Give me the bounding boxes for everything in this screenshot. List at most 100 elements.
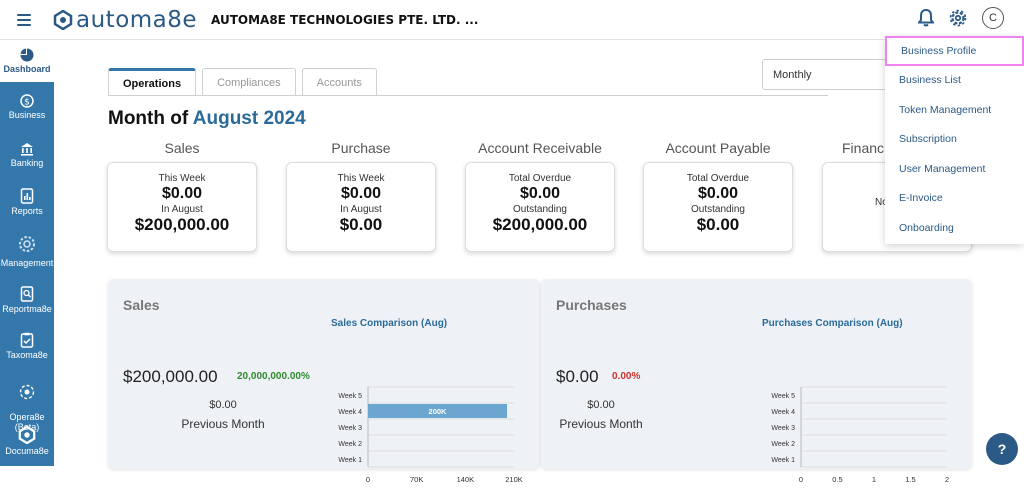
month-title-prefix: Month of [108, 108, 193, 129]
x-tick-label: 1.5 [905, 475, 915, 484]
kpi-card[interactable]: Total Overdue $0.00 Outstanding $0.00 [643, 162, 793, 252]
sidebar-item-documa8e[interactable]: Documa8e [0, 426, 54, 456]
kpi-value: $0.00 [697, 185, 739, 202]
sidebar-item-label: Reports [11, 206, 43, 216]
purchases-panel: Purchases $0.00 0.00% $0.00 Previous Mon… [541, 279, 972, 484]
sidebar-item-reports[interactable]: Reports [0, 188, 54, 216]
purchases-prev-label: Previous Month [559, 417, 643, 431]
x-tick-label: 0 [799, 475, 803, 484]
menu-item-onboarding[interactable]: Onboarding [899, 221, 954, 234]
tabs-divider [108, 95, 828, 96]
kpi-label: Total Overdue [686, 173, 750, 184]
kpi-value: $0.00 [339, 215, 383, 234]
y-tick-label: Week 5 [771, 393, 795, 400]
bank-icon [21, 143, 33, 156]
clipboard-check-icon [20, 332, 34, 348]
menu-icon[interactable] [17, 13, 31, 26]
kpi-value: $0.00 [340, 185, 382, 202]
kpi-card[interactable]: Total Overdue $0.00 Outstanding $200,000… [465, 162, 615, 252]
kpi-label: In August [161, 204, 203, 215]
kpi-value: $200,000.00 [492, 215, 588, 234]
kpi-value: $0.00 [519, 185, 561, 202]
menu-item-subscription[interactable]: Subscription [899, 133, 957, 146]
top-bar: automa8e AUTOMA8E TECHNOLOGIES PTE. LTD.… [0, 0, 1024, 40]
kpi-card[interactable]: This Week $0.00 In August $200,000.00 [107, 162, 257, 252]
y-tick-label: Week 5 [338, 393, 362, 400]
menu-item-user-management[interactable]: User Management [899, 162, 986, 175]
kpi-title: Financ [842, 140, 885, 156]
sidebar-item-reportma8e[interactable]: Reportma8e [0, 286, 54, 314]
sidebar-item-business[interactable]: $ Business [0, 94, 54, 120]
pie-chart-icon [20, 48, 34, 62]
document-logo-icon [18, 426, 36, 444]
sidebar-item-management[interactable]: Management [0, 232, 54, 268]
sidebar-item-label: Documa8e [5, 446, 49, 456]
kpi-value: $0.00 [161, 185, 203, 202]
tab-compliances[interactable]: Compliances [202, 68, 296, 96]
x-tick-label: 1 [872, 475, 876, 484]
menu-item-e-invoice[interactable]: E-Invoice [899, 192, 943, 205]
x-tick-label: 70K [410, 475, 423, 484]
x-tick-label: 140K [457, 475, 475, 484]
help-button[interactable]: ? [986, 433, 1018, 465]
sidebar-item-opera8e[interactable]: Opera8e (Beta) [0, 374, 54, 432]
menu-item-business-list[interactable]: Business List [899, 74, 961, 87]
sales-comparison-chart: Week 5 Week 4 200K Week 3 Week 2 Week 1 0 70K 14… [338, 386, 523, 484]
x-tick-label: 0 [366, 475, 370, 484]
sidebar-item-taxoma8e[interactable]: Taxoma8e [0, 332, 54, 360]
menu-item-business-profile[interactable]: Business Profile [885, 36, 1024, 66]
sales-percent-change: 20,000,000.00% [237, 371, 310, 382]
purchases-percent-change: 0.00% [612, 371, 641, 382]
y-tick-label: Week 4 [338, 409, 362, 416]
report-chart-icon [20, 188, 34, 204]
tab-operations[interactable]: Operations [108, 68, 197, 96]
company-name[interactable]: AUTOMA8E TECHNOLOGIES PTE. LTD. ... [211, 12, 479, 27]
kpi-value: $0.00 [696, 215, 740, 234]
logo[interactable]: automa8e [53, 7, 197, 33]
y-tick-label: Week 2 [771, 441, 795, 448]
avatar[interactable]: C [982, 7, 1004, 29]
chart-bar [368, 404, 508, 418]
gear-icon [19, 236, 35, 252]
x-tick-label: 0.5 [832, 475, 842, 484]
y-tick-label: Week 1 [771, 457, 795, 464]
kpi-label: Outstanding [513, 204, 567, 215]
sidebar-item-label: Business [8, 110, 46, 120]
chart-title: Sales Comparison (Aug) [331, 318, 448, 329]
y-tick-label: Week 3 [771, 425, 795, 432]
kpi-label: Total Overdue [508, 173, 572, 184]
sales-prev-label: Previous Month [181, 417, 265, 431]
gear-icon[interactable] [948, 8, 968, 28]
logo-text: automa8e [76, 6, 198, 33]
purchases-amount: $0.00 [556, 367, 599, 386]
sidebar-item-label: Dashboard [3, 64, 51, 74]
sidebar-item-label: Taxoma8e [6, 350, 48, 360]
panel-title: Purchases [556, 297, 627, 313]
sidebar-item-label: Reportma8e [2, 304, 52, 314]
kpi-account-receivable: Account Receivable Total Overdue $0.00 O… [465, 140, 615, 252]
data-label: 200K [429, 407, 448, 416]
kpi-sales: Sales This Week $0.00 In August $200,000… [107, 140, 257, 252]
kpi-card[interactable]: This Week $0.00 In August $0.00 [286, 162, 436, 252]
kpi-label: This Week [337, 173, 385, 184]
kpi-label: This Week [158, 173, 206, 184]
report-search-icon [20, 286, 34, 302]
kpi-account-payable: Account Payable Total Overdue $0.00 Outs… [643, 140, 793, 252]
sales-panel: Sales $200,000.00 20,000,000.00% $0.00 P… [108, 279, 540, 484]
period-select[interactable]: Monthly [762, 59, 902, 90]
tab-accounts[interactable]: Accounts [301, 68, 377, 96]
menu-item-token-management[interactable]: Token Management [899, 103, 992, 116]
dollar-coin-icon: $ [20, 94, 34, 108]
kpi-title: Account Receivable [478, 140, 602, 156]
sidebar-item-banking[interactable]: Banking [0, 142, 54, 168]
sales-prev-amount: $0.00 [209, 399, 237, 411]
x-tick-label: 2 [945, 475, 949, 484]
kpi-purchase: Purchase This Week $0.00 In August $0.00 [286, 140, 436, 252]
svg-text:$: $ [24, 98, 30, 108]
sidebar-item-dashboard[interactable]: Dashboard [0, 40, 54, 82]
chart-title: Purchases Comparison (Aug) [762, 318, 903, 329]
bell-icon[interactable] [918, 9, 934, 27]
panel-title: Sales [123, 297, 160, 313]
automa8e-logo-icon [53, 9, 73, 30]
y-tick-label: Week 1 [338, 457, 362, 464]
